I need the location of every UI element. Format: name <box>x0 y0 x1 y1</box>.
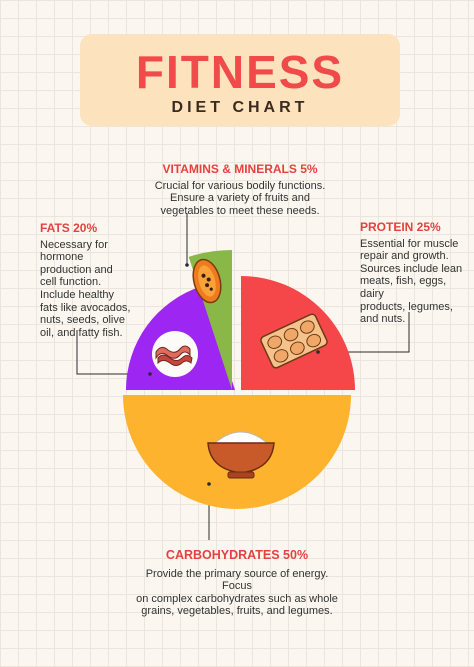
page-title: FITNESS <box>135 46 345 98</box>
leader-line-fats <box>76 330 150 375</box>
carbohydrates-title: CARBOHYDRATES 50% <box>165 548 309 562</box>
leader-dot <box>316 350 320 354</box>
vitamins-title: VITAMINS & MINERALS 5% <box>162 162 318 176</box>
pie-icons <box>152 258 328 479</box>
protein-title: PROTEIN 25% <box>360 220 441 234</box>
title-banner: FITNESS DIET CHART <box>80 34 400 126</box>
leader-dot <box>185 263 189 267</box>
label-protein: PROTEIN 25% Essential for muscle repair … <box>360 221 470 326</box>
fats-description: Necessary for hormone production and cel… <box>40 238 131 339</box>
page-subtitle: DIET CHART <box>171 99 309 116</box>
papaya-icon <box>192 258 222 304</box>
eggs-carton-icon <box>260 313 328 369</box>
leader-dot <box>148 372 152 376</box>
fats-title: FATS 20% <box>40 221 98 235</box>
vitamins-description: Crucial for various bodily functions. En… <box>154 179 326 217</box>
protein-description: Essential for muscle repair and growth. … <box>360 237 463 326</box>
label-vitamins-minerals: VITAMINS & MINERALS 5% Crucial for vario… <box>145 163 335 217</box>
rice-bowl-icon <box>207 431 275 479</box>
leader-dots <box>148 263 320 486</box>
carbohydrates-description: Provide the primary source of energy. Fo… <box>136 567 338 618</box>
label-fats: FATS 20% Necessary for hormone productio… <box>40 222 140 339</box>
bacon-icon <box>152 331 198 377</box>
label-carbohydrates: CARBOHYDRATES 50% Provide the primary so… <box>130 549 344 618</box>
leader-dot <box>207 482 211 486</box>
